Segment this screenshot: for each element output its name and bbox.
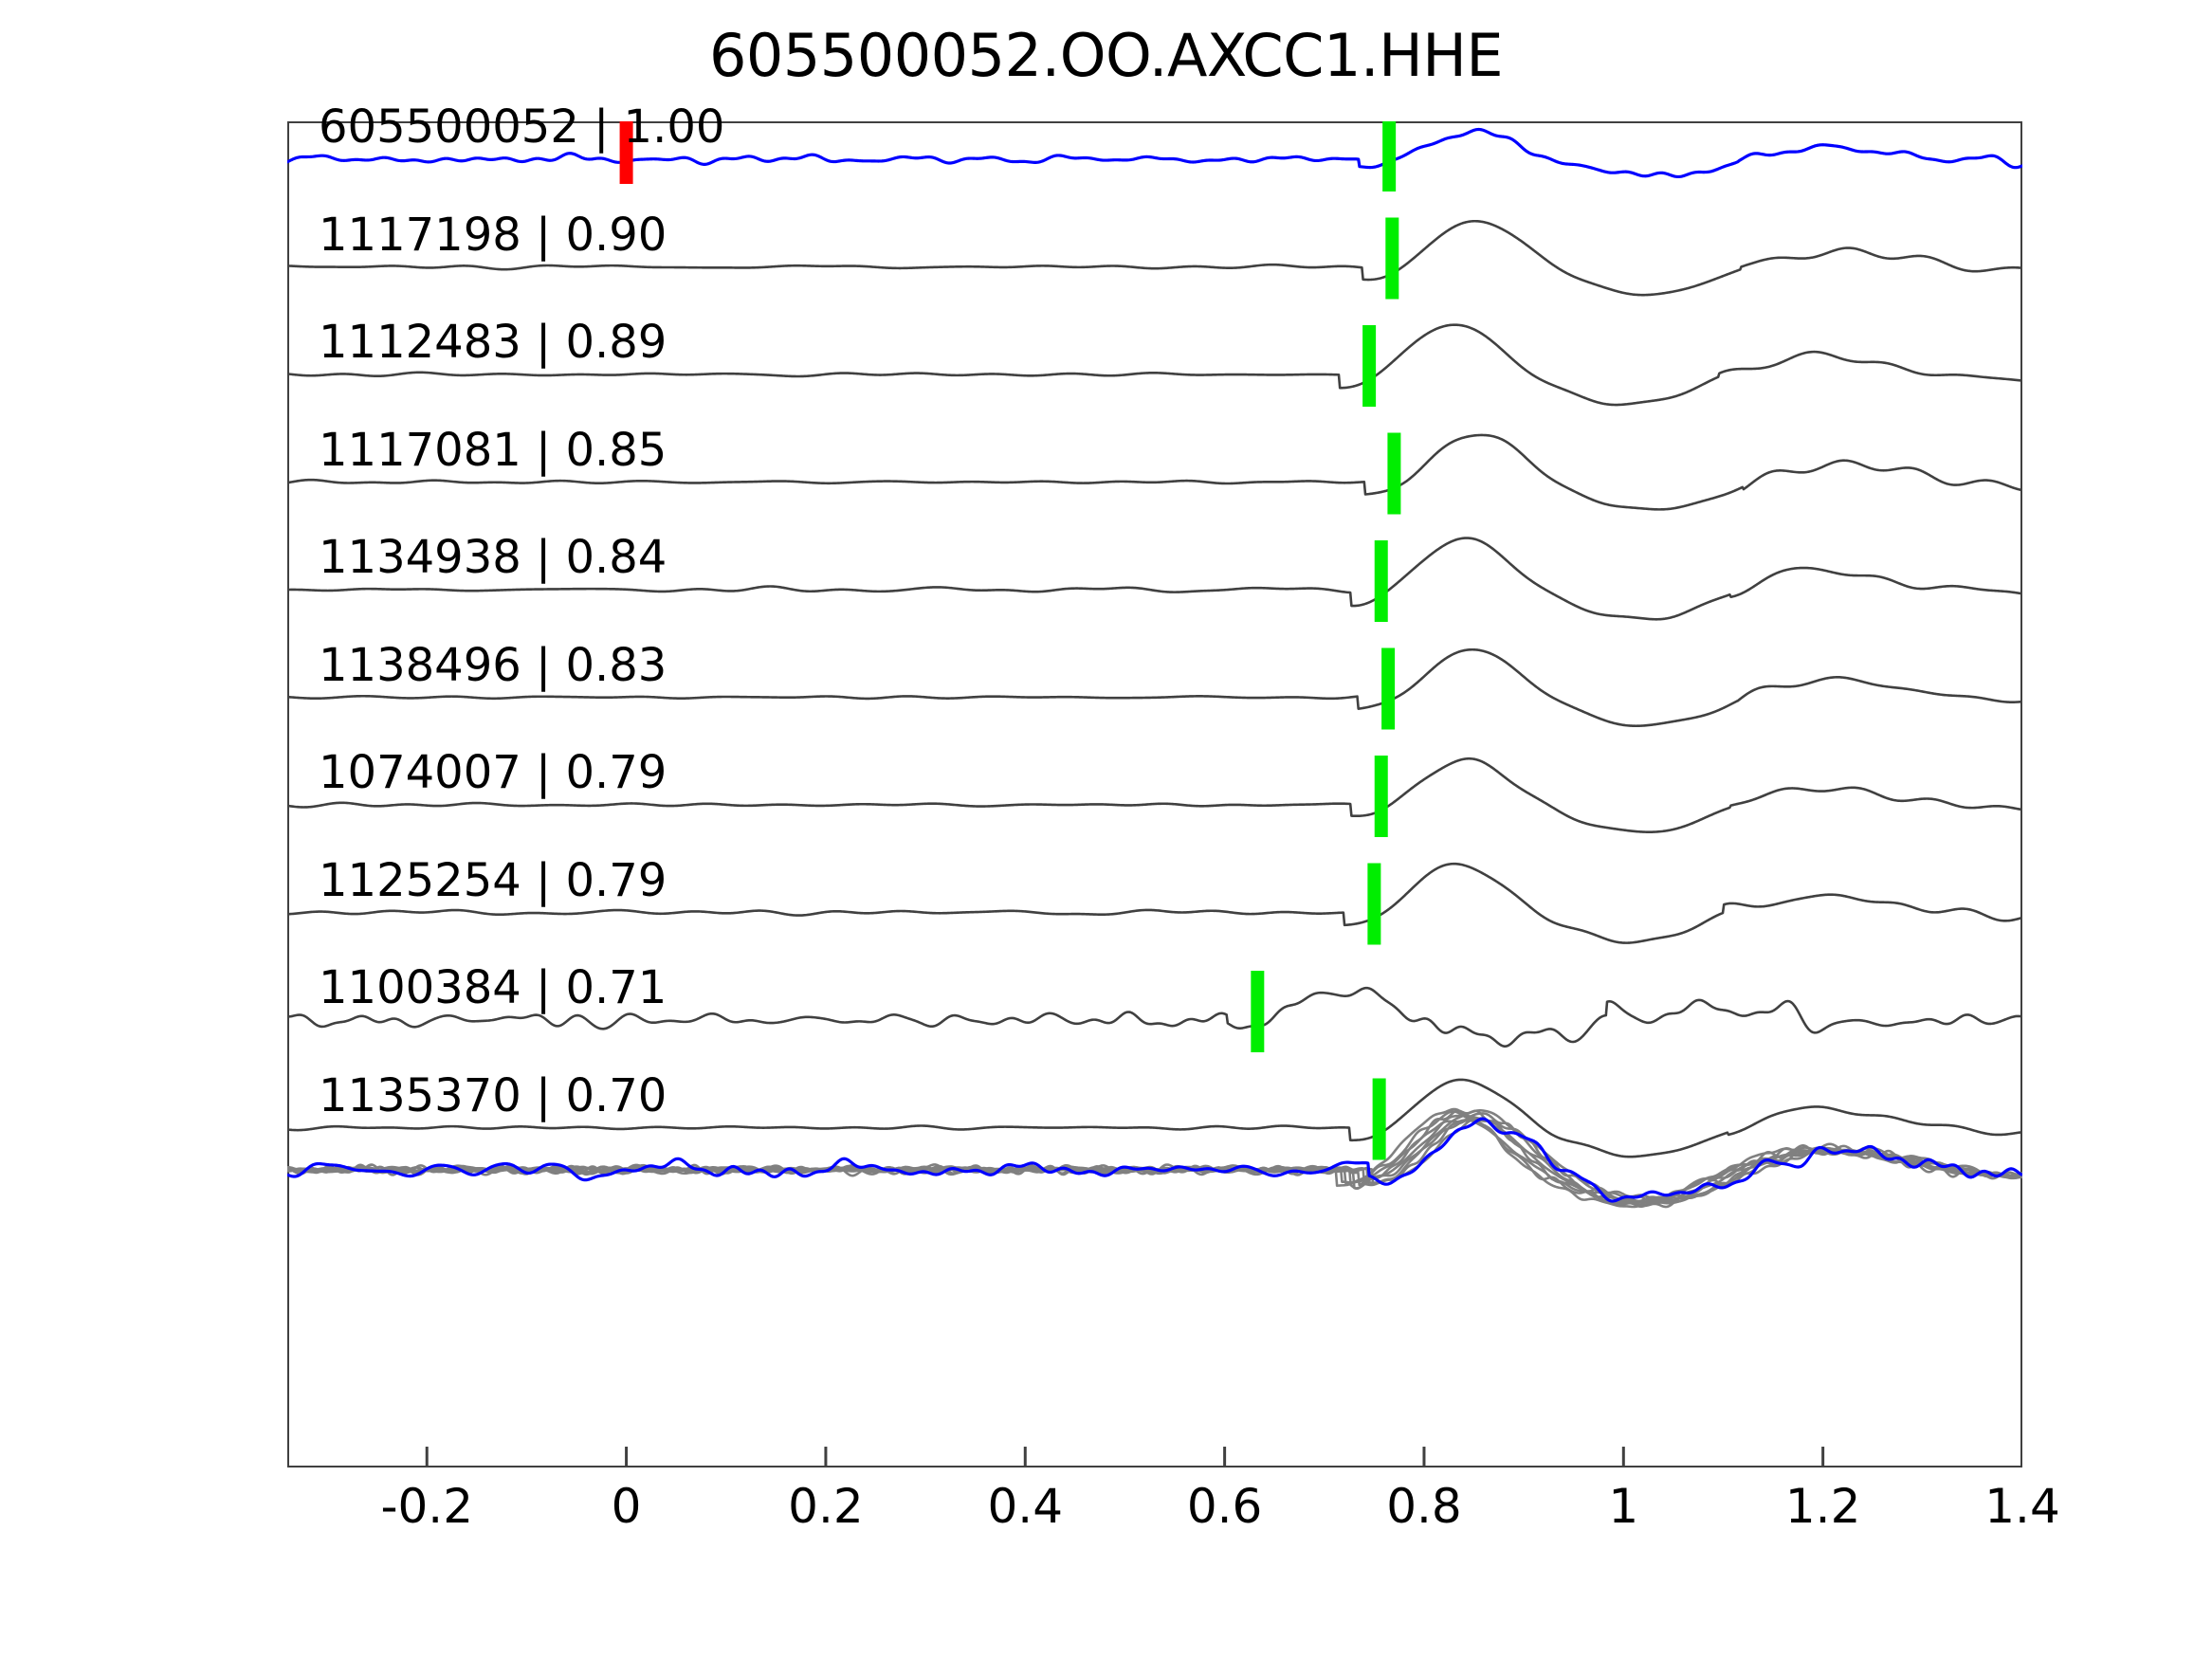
trace-label: 605500052 | 1.00: [319, 100, 725, 154]
trace-label: 1117081 | 0.85: [319, 423, 667, 477]
trace-label: 1135370 | 0.70: [319, 1068, 667, 1122]
waveform-trace: [287, 433, 2022, 511]
pick-marker: [1381, 647, 1396, 730]
trace-label: 1112483 | 0.89: [319, 316, 667, 369]
waveform-trace: [287, 986, 2022, 1048]
waveform-trace: [287, 862, 2022, 944]
stacked-template-trace: [287, 1117, 2022, 1203]
x-tick-label: -0.2: [380, 1479, 474, 1534]
trace-label: 1134938 | 0.84: [319, 531, 667, 584]
trace-label: 1117198 | 0.90: [319, 208, 667, 262]
pick-marker: [1382, 121, 1397, 191]
trace-label: 1138496 | 0.83: [319, 638, 667, 692]
waveform-trace: [287, 757, 2022, 833]
trace-label: 1125254 | 0.79: [319, 853, 667, 907]
x-tick-label: 0: [611, 1479, 642, 1534]
waveform-trace: [287, 323, 2022, 407]
waveform-trace: [287, 1078, 2022, 1158]
x-tick-label: 1: [1608, 1479, 1639, 1534]
pick-marker: [1374, 756, 1388, 837]
plot-area: [287, 121, 2022, 1468]
x-tick-label: 1.2: [1784, 1479, 1861, 1534]
stacked-trace: [287, 1107, 2022, 1209]
pick-marker: [1387, 432, 1401, 515]
stacked-traces-panel: [287, 1107, 2022, 1209]
x-tick-label: 1.4: [1984, 1479, 2060, 1534]
pick-marker: [1251, 971, 1265, 1052]
x-tick-label: 0.2: [788, 1479, 864, 1534]
trace-label: 1100384 | 0.71: [319, 961, 667, 1014]
stacked-trace: [287, 1109, 2022, 1209]
pick-marker: [1367, 863, 1381, 945]
waveform-trace: [287, 537, 2022, 621]
pick-marker: [1372, 1078, 1386, 1160]
page-title: 605500052.OO.AXCC1.HHE: [708, 21, 1504, 90]
stacked-trace: [287, 1110, 2022, 1207]
trace-label: 1074007 | 0.79: [319, 746, 667, 799]
x-tick-label: 0.6: [1186, 1479, 1263, 1534]
pick-marker: [1374, 540, 1388, 622]
x-tick-label: 0.4: [987, 1479, 1064, 1534]
pick-marker: [1385, 217, 1399, 300]
waveform-plot-svg: [287, 121, 2022, 1468]
x-tick-label: 0.8: [1386, 1479, 1462, 1534]
trace-group: [287, 121, 2022, 1160]
pick-marker: [1362, 325, 1377, 407]
waveform-trace: [287, 219, 2022, 297]
origin-marker: [619, 121, 633, 184]
plot-border: [287, 121, 2022, 1468]
waveform-trace: [287, 127, 2022, 179]
x-axis-ticks: [425, 1447, 2022, 1468]
x-axis-tick-labels: -0.2 0 0.2 0.4 0.6 0.8 1 1.2 1.4: [287, 1479, 2059, 1545]
waveform-trace: [287, 647, 2022, 728]
